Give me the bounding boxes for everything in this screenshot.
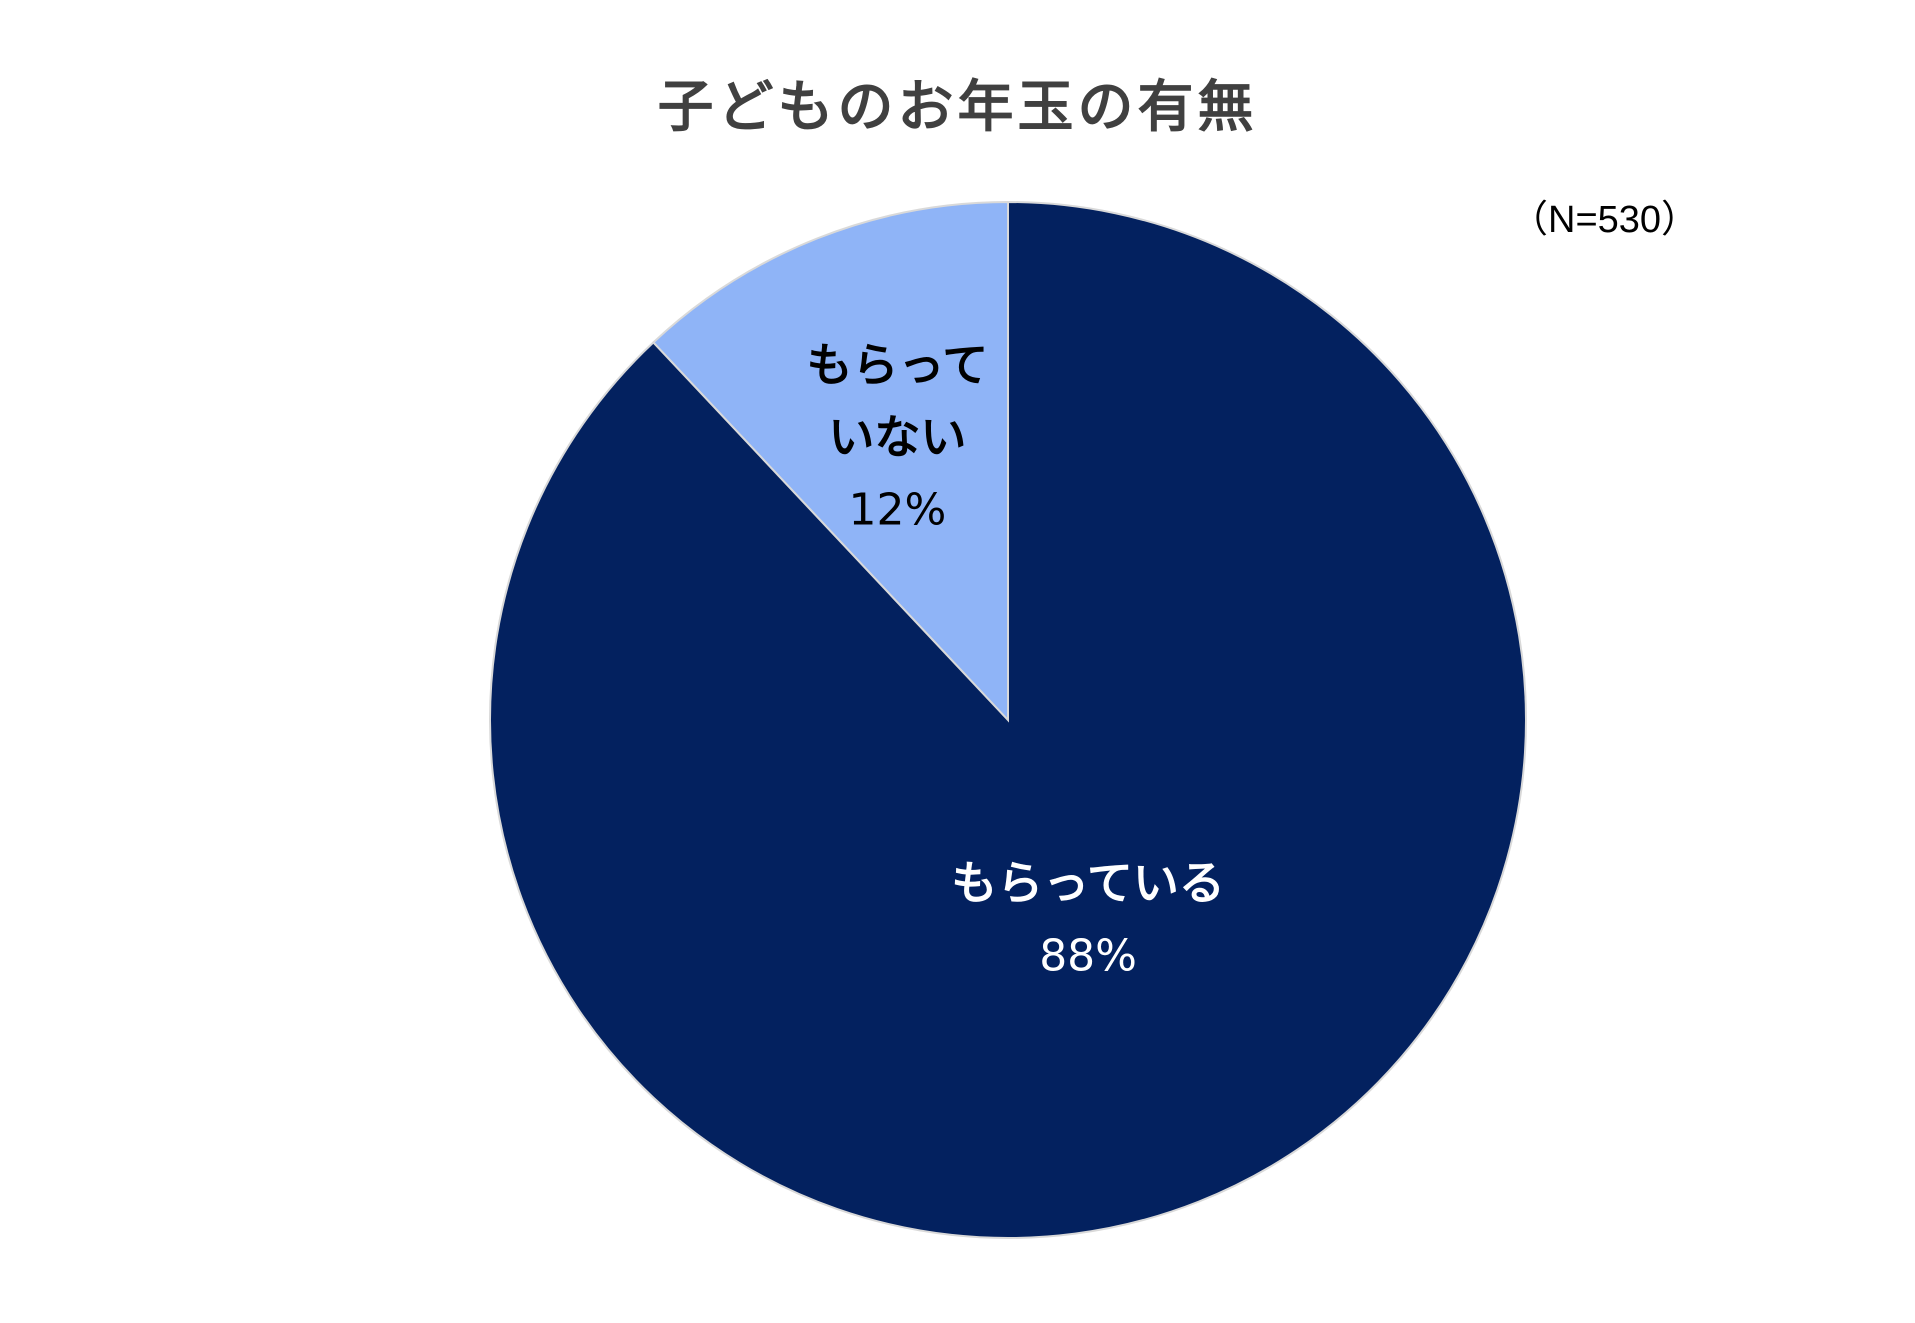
sample-size-note: （N=530）	[1510, 199, 1700, 241]
slice-value-label-0: 88%	[1039, 930, 1137, 981]
slice-name-label-1: いない	[828, 410, 966, 464]
slice-name-label-1: もらって	[807, 338, 989, 392]
slice-value-label-1: 12%	[849, 485, 947, 536]
pie-slices	[489, 200, 1527, 1239]
pie-slice-1	[651, 200, 1009, 723]
chart-title: 子どものお年玉の有無	[657, 75, 1258, 140]
slice-name-label-0: もらっている	[951, 856, 1225, 910]
